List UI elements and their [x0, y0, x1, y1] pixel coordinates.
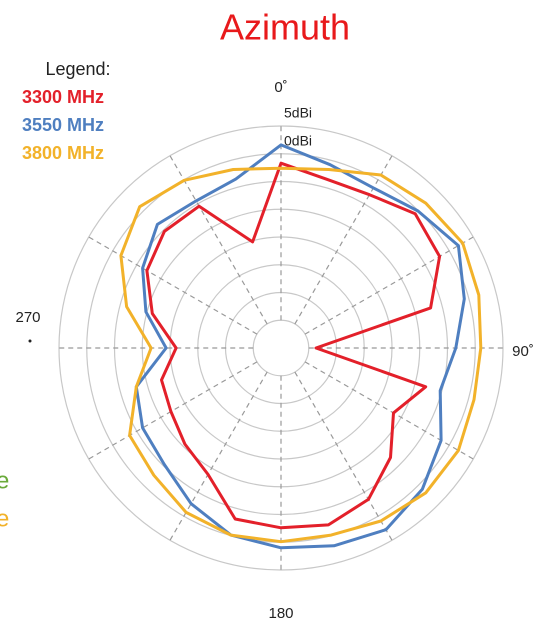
legend-entry: 3800 MHz: [22, 143, 104, 163]
spoke: [169, 371, 268, 541]
grid-ring: [58, 125, 504, 571]
r-tick-label: 0dBi: [284, 132, 312, 148]
spoke: [304, 361, 474, 460]
annotation: e: [0, 505, 9, 532]
angle-label: 90˚: [512, 343, 534, 360]
spoke: [304, 236, 474, 335]
legend-title: Legend:: [45, 59, 110, 79]
angle-label: 270: [15, 309, 40, 326]
grid-ring: [252, 319, 310, 377]
series-line: [119, 166, 483, 544]
chart-title: Azimuth: [220, 7, 350, 48]
annotation: e: [0, 467, 9, 494]
spoke: [88, 236, 258, 335]
r-tick-label: 5dBi: [284, 105, 312, 121]
legend-entry: 3300 MHz: [22, 87, 104, 107]
angle-label: 0˚: [274, 79, 287, 96]
series-line: [145, 161, 442, 530]
spoke: [294, 155, 393, 325]
dot: [28, 339, 32, 343]
spoke: [88, 361, 258, 460]
series-line: [134, 143, 466, 550]
angle-label: 180: [268, 605, 293, 622]
legend-entry: 3550 MHz: [22, 115, 104, 135]
